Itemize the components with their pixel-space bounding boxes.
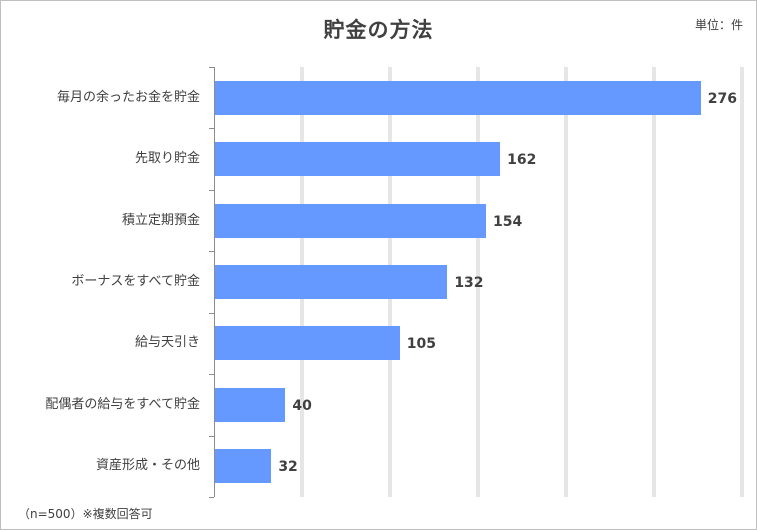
category-label: 積立定期預金 (121, 212, 200, 228)
data-label: 40 (292, 397, 312, 414)
bar (215, 449, 272, 484)
category-label: 先取り貯金 (134, 151, 200, 167)
category-axis (214, 67, 215, 497)
data-label: 162 (507, 152, 537, 169)
axis-tick (209, 497, 214, 498)
gridline (476, 67, 480, 497)
bar (215, 326, 400, 361)
bar (215, 203, 487, 238)
data-label: 276 (707, 90, 737, 107)
bar (215, 265, 448, 299)
gridline (652, 67, 656, 497)
unit-label: 単位：件 (694, 18, 743, 32)
bar (215, 142, 501, 177)
bar (215, 80, 701, 115)
category-label: ボーナスをすべて貯金 (71, 274, 200, 289)
bar (215, 387, 286, 422)
footnote: （n=500）※複数回答可 (18, 507, 153, 521)
data-label: 32 (278, 459, 298, 476)
category-label: 資産形成・その他 (95, 458, 200, 474)
axis-tick (209, 435, 214, 437)
axis-tick (209, 312, 214, 314)
axis-tick (209, 67, 214, 68)
data-label: 132 (454, 275, 484, 291)
gridline (740, 67, 744, 497)
axis-tick (209, 128, 214, 130)
data-label: 105 (406, 336, 437, 353)
axis-tick (209, 251, 214, 253)
category-label: 給与天引き (134, 335, 200, 351)
category-label: 配偶者の給与をすべて貯金 (45, 396, 200, 412)
chart-title: 貯金の方法 (323, 18, 434, 42)
category-label: 毎月の余ったお金を貯金 (56, 89, 200, 105)
data-label: 154 (493, 213, 523, 230)
axis-tick (209, 189, 214, 191)
gridline (564, 67, 568, 497)
axis-tick (209, 374, 214, 376)
